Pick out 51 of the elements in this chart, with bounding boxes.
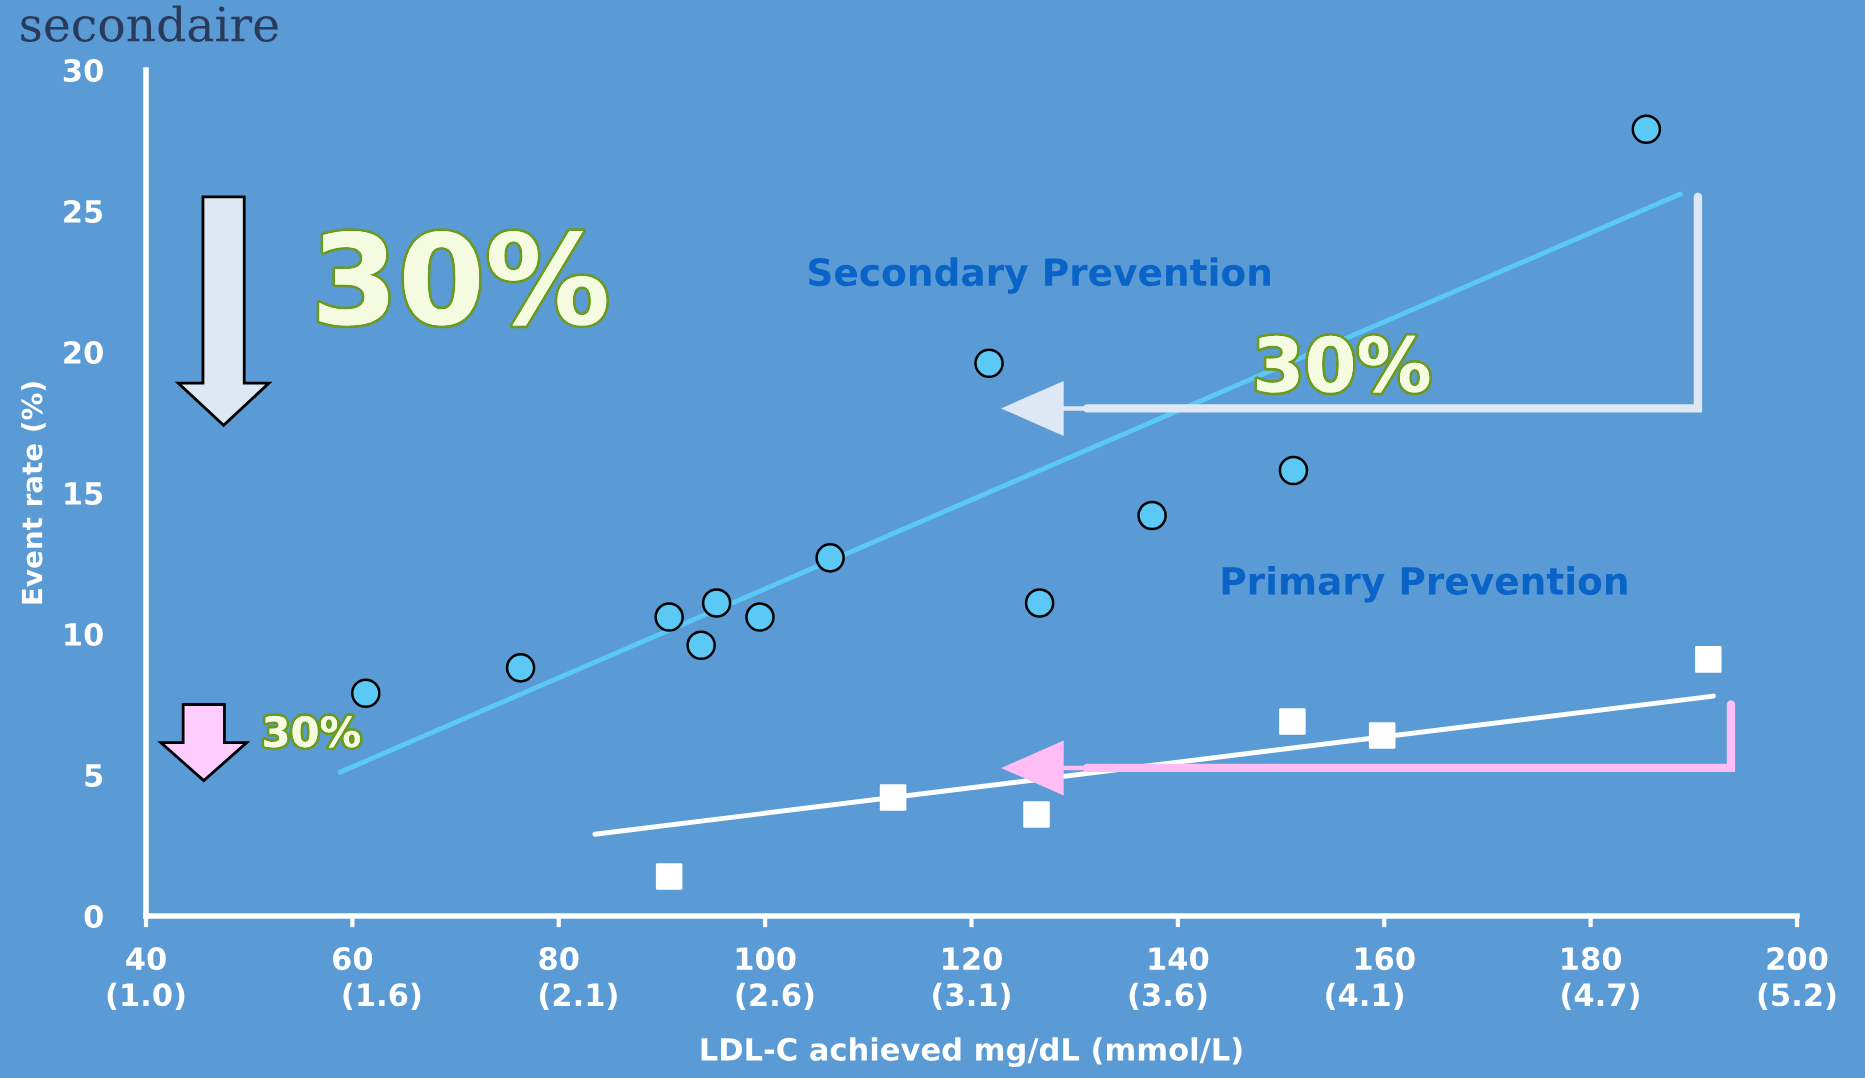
x2-tick-label: (4.7) [1562, 982, 1639, 1010]
x-tick-label: 80 [539, 947, 579, 971]
chart-title: secondaire [21, 5, 278, 42]
point [1023, 801, 1050, 828]
x2-tick-label: (3.1) [933, 982, 1010, 1010]
x2-tick-label: (5.2) [1758, 982, 1836, 1010]
point [686, 630, 716, 661]
y-tick-label: 20 [64, 340, 103, 365]
point [1279, 708, 1306, 735]
point [879, 784, 907, 811]
point [1631, 114, 1662, 145]
point [654, 602, 684, 632]
annotation: 30% [319, 231, 607, 326]
point [1278, 455, 1309, 486]
x-tick-label: 100 [736, 947, 796, 971]
x2-tick-label: (2.6) [736, 982, 814, 1010]
x-tick-label: 120 [943, 947, 1002, 971]
x2-tick-label: (2.1) [540, 982, 617, 1010]
annotation: 30% [264, 715, 360, 748]
point [1137, 500, 1167, 531]
y-tick-label: 0 [84, 904, 103, 929]
x2-tick-label: (1.0) [107, 982, 185, 1010]
point [1024, 588, 1055, 618]
point [1368, 722, 1396, 749]
point [701, 588, 732, 618]
y-tick-label: 5 [85, 764, 103, 788]
point [745, 602, 775, 632]
annotation: 30% [1257, 335, 1430, 393]
x-tick-label: 200 [1767, 947, 1828, 971]
text: Primary Prevention [1222, 566, 1627, 603]
x-tick-label: 140 [1149, 947, 1209, 971]
point [815, 543, 845, 573]
x-tick-label: 40 [126, 947, 166, 971]
y-axis-title: Event rate (%) [21, 382, 46, 604]
point [1694, 646, 1722, 673]
x2-tick-label: (1.6) [343, 982, 421, 1010]
point [974, 348, 1004, 379]
y-tick-label: 30 [63, 58, 103, 83]
point [505, 653, 536, 683]
x-tick-label: 160 [1355, 947, 1415, 971]
y-tick-label: 15 [65, 482, 103, 506]
x-axis-title: LDL-C achieved mg/dL (mmol/L) [701, 1037, 1242, 1068]
point [655, 863, 683, 890]
x-tick-label: 180 [1562, 947, 1622, 971]
x-tick-label: 60 [333, 947, 373, 971]
x2-tick-label: (3.6) [1129, 982, 1207, 1010]
x2-tick-label: (4.1) [1326, 982, 1403, 1010]
text: Secondary Prevention [809, 257, 1270, 294]
point [351, 678, 381, 709]
y-tick-label: 25 [64, 199, 103, 224]
y-tick-label: 10 [65, 622, 103, 647]
